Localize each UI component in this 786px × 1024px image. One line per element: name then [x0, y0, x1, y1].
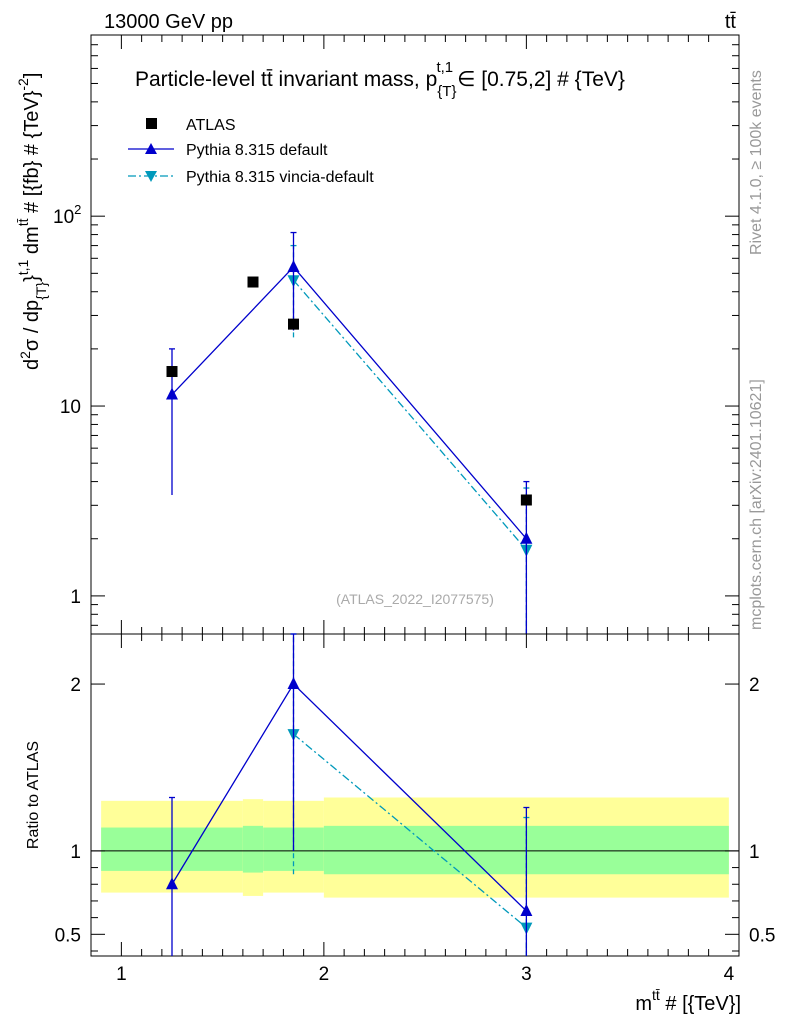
ratio-x-tick-label: 2: [319, 964, 330, 985]
ratio-y-tick-label-left: 1: [70, 842, 81, 863]
header-process-label: tt̄: [725, 11, 737, 33]
main-atlas-data-marker: [288, 318, 299, 330]
main-pythia-vincia-line: [293, 279, 527, 551]
main-pythia-default-marker: [520, 531, 533, 544]
x-axis-label: mtt̄ # [{TeV}]: [635, 987, 741, 1015]
ratio-pythia-default-marker: [520, 903, 533, 916]
rivet-version-label: Rivet 4.1.0, ≥ 100k events: [748, 70, 765, 255]
ratio-y-tick-label-right: 1: [749, 842, 760, 863]
ratio-x-tick-label: 4: [724, 964, 735, 985]
ratio-y-tick-label-left: 0.5: [55, 925, 81, 946]
main-pythia-default-marker: [287, 259, 300, 272]
ratio-y-tick-label-left: 2: [70, 675, 81, 696]
chart-title: Particle-level tt̄ invariant mass, p{T}t…: [135, 59, 625, 100]
ratio-x-tick-label: 1: [116, 964, 127, 985]
ratio-x-tick-label: 3: [521, 964, 532, 985]
main-y-axis-label: d2σ / dp{T}}t,1 dmtt̄ # [{fb} # {TeV}-2]: [15, 73, 49, 370]
ratio-y-tick-label-right: 2: [749, 675, 760, 696]
legend: ATLAS Pythia 8.315 default Pythia 8.315 …: [128, 117, 374, 186]
main-y-tick-label: 1: [70, 587, 81, 608]
ratio-panel: 0.5 0.5 1 1 2 2 1 2 3 4 Ratio to ATLAS mtt̄ # [{T…: [25, 633, 775, 1015]
main-atlas-data-marker: [520, 494, 532, 506]
ratio-pythia-default-marker: [166, 877, 178, 890]
main-panel: 1 10 102 Particle-level tt̄ invariant mass…: [15, 34, 740, 635]
ratio-pythia-default-marker: [287, 677, 300, 690]
ratio-frame: [90, 633, 740, 957]
legend-marker-pythia-default: [145, 143, 157, 154]
ratio-y-tick-label-right: 0.5: [749, 925, 775, 946]
main-atlas-data-marker: [247, 276, 259, 288]
main-y-tick-label: 10: [60, 397, 81, 418]
legend-marker-atlas: [146, 118, 157, 129]
header-collision-label: 13000 GeV pp: [104, 11, 233, 33]
main-y-tick-label: 102: [53, 202, 81, 228]
ratio-y-axis-label: Ratio to ATLAS: [25, 741, 42, 849]
ratio-band-stat: [242, 825, 264, 873]
legend-label-atlas: ATLAS: [186, 117, 236, 134]
legend-label-pythia-default: Pythia 8.315 default: [186, 142, 328, 159]
mcplots-label: mcplots.cern.ch [arXiv:2401.10621]: [748, 379, 765, 630]
legend-marker-pythia-vincia: [145, 171, 157, 182]
legend-label-pythia-vincia: Pythia 8.315 vincia-default: [186, 169, 374, 186]
ratio-pythia-vincia-line: [293, 733, 527, 929]
analysis-watermark: (ATLAS_2022_I2077575): [336, 591, 494, 607]
main-pythia-default-marker: [166, 387, 178, 400]
main-atlas-data-marker: [166, 366, 178, 378]
